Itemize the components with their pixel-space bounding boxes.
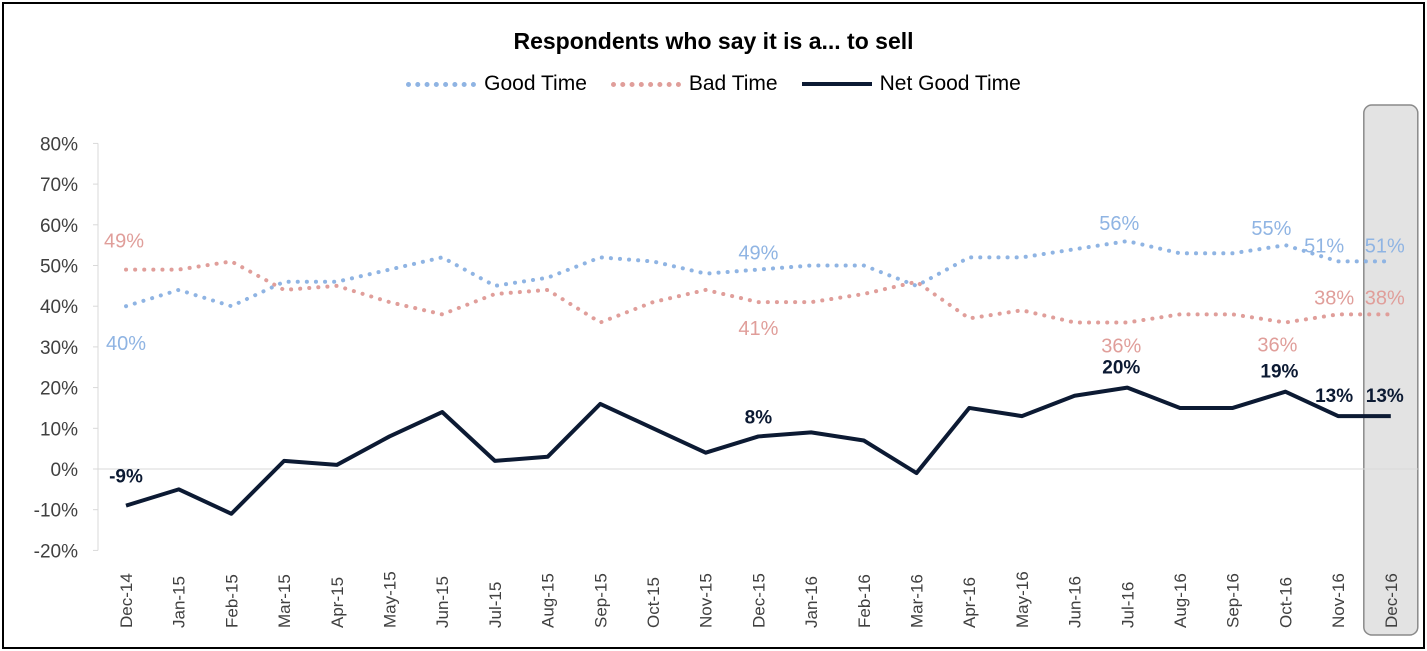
y-tick-label: 70% (40, 175, 78, 196)
legend-label-bad-time: Bad Time (688, 72, 778, 95)
x-tick-label: Jan-16 (802, 576, 821, 628)
highlight-band (1363, 104, 1419, 636)
data-label-net-good-time: 8% (745, 407, 773, 428)
x-tick-label: Apr-16 (960, 577, 979, 628)
x-tick-label: Dec-16 (1382, 573, 1401, 628)
series-line-bad-time (124, 259, 1393, 325)
legend-label-net-good-time: Net Good Time (879, 72, 1021, 95)
y-tick-label: 0% (51, 460, 79, 481)
y-tick-label: 80% (40, 134, 78, 155)
x-tick-label: Mar-16 (908, 574, 927, 628)
data-label-net-good-time: 19% (1260, 362, 1298, 383)
y-tick-label: 30% (40, 338, 78, 359)
y-tick-label: -20% (34, 541, 78, 562)
x-tick-label: Dec-15 (749, 573, 768, 628)
data-label-net-good-time: 13% (1315, 386, 1353, 407)
x-tick-label: Jul-16 (1118, 582, 1137, 628)
x-tick-label: Dec-14 (117, 573, 136, 628)
x-tick-label: Jan-15 (170, 576, 189, 628)
x-tick-label: Feb-16 (855, 574, 874, 628)
legend-label-good-time: Good Time (484, 72, 587, 95)
y-tick-label: 60% (40, 216, 78, 237)
x-tick-label: Jun-16 (1066, 576, 1085, 628)
chart-title: Respondents who say it is a... to sell (513, 28, 914, 54)
x-tick-label: Nov-16 (1329, 573, 1348, 628)
data-label-bad-time: 41% (738, 318, 778, 340)
x-tick-label: Nov-15 (697, 573, 716, 628)
data-label-net-good-time: 20% (1102, 358, 1140, 379)
x-tick-label: Oct-16 (1276, 577, 1295, 628)
data-label-good-time: 51% (1304, 235, 1344, 257)
legend-item-good-time: Good Time (406, 72, 587, 96)
y-tick-label: 20% (40, 379, 78, 400)
legend-swatch-bad-time (610, 81, 681, 87)
x-tick-label: Mar-15 (275, 574, 294, 628)
legend-swatch-good-time (406, 81, 477, 87)
x-tick-label: Oct-15 (644, 577, 663, 628)
data-label-good-time: 55% (1251, 218, 1291, 240)
legend-swatch-net-good-time (801, 82, 872, 86)
data-label-good-time: 49% (738, 243, 778, 265)
x-tick-label: Apr-15 (328, 577, 347, 628)
x-tick-label: Sep-15 (591, 573, 610, 628)
x-tick-label: May-15 (381, 571, 400, 628)
data-label-net-good-time: -9% (109, 467, 143, 488)
data-label-good-time: 51% (1365, 235, 1405, 257)
x-tick-label: Feb-15 (222, 574, 241, 628)
data-label-net-good-time: 13% (1366, 386, 1404, 407)
y-tick-label: 40% (40, 297, 78, 318)
series-line-net-good-time (125, 385, 1391, 516)
x-tick-label: Aug-16 (1171, 573, 1190, 628)
chart-legend: Good Time Bad Time Net Good Time (0, 72, 1427, 96)
data-label-bad-time: 36% (1101, 335, 1141, 357)
y-tick-label: -10% (34, 501, 78, 522)
legend-item-bad-time: Bad Time (610, 72, 778, 96)
y-tick-label: 50% (40, 257, 78, 278)
data-label-bad-time: 38% (1365, 287, 1405, 309)
y-tick-label: 10% (40, 419, 78, 440)
data-label-good-time: 56% (1099, 213, 1139, 235)
legend-item-net-good-time: Net Good Time (801, 72, 1021, 96)
data-label-bad-time: 49% (104, 231, 144, 253)
data-label-bad-time: 36% (1257, 334, 1297, 356)
data-label-bad-time: 38% (1314, 287, 1354, 309)
x-tick-label: Jul-15 (486, 582, 505, 628)
x-tick-label: Jun-15 (433, 576, 452, 628)
data-label-good-time: 40% (106, 333, 146, 355)
x-tick-label: May-16 (1013, 571, 1032, 628)
x-tick-label: Aug-15 (539, 573, 558, 628)
x-tick-label: Sep-16 (1224, 573, 1243, 628)
